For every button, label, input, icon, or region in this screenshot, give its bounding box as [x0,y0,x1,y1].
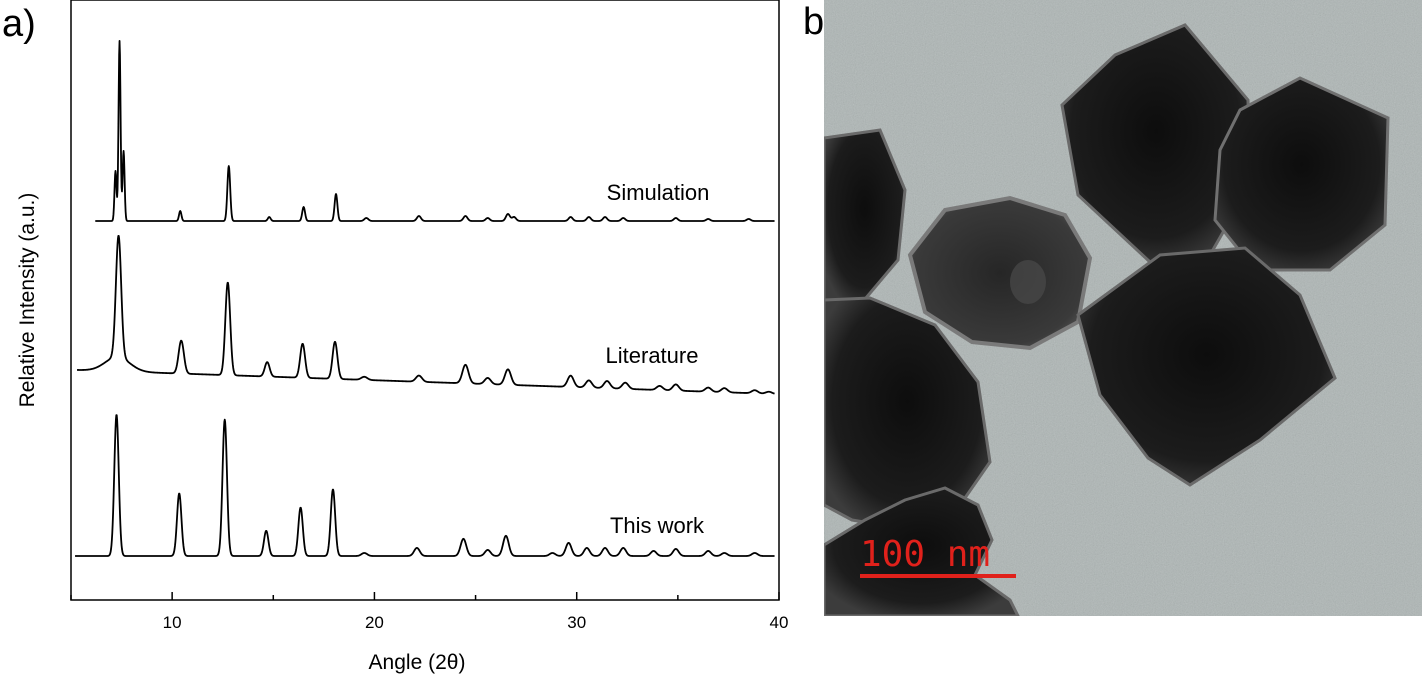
series-label-simulation: Simulation [607,180,710,205]
x-tick-label: 20 [365,613,384,632]
series-line-this-work [74,414,776,557]
series-traces [74,40,776,557]
series-line-literature [76,234,776,395]
particle-left-upper [824,128,907,307]
panel-a-label: a) [2,3,36,45]
particle-top-right [1213,76,1390,272]
y-axis-title: Relative Intensity (a.u.) [16,193,39,408]
plot-frame [70,0,780,601]
scale-bar [860,574,1016,578]
particle-left-lower [824,296,992,530]
series-label-this-work: This work [610,513,705,538]
series-labels: Simulation Literature This work [606,180,710,538]
particle-hexagon-center [907,195,1093,351]
series-line-simulation [94,40,776,222]
x-axis-title: Angle (2θ) [369,651,466,674]
x-axis-ticks: 10 20 30 40 [70,592,789,632]
xrd-chart: 10 20 30 40 Simulation Literature This work A… [16,0,788,674]
x-tick-label: 40 [770,613,789,632]
particle-hexagon-core [1010,260,1046,304]
series-label-literature: Literature [606,343,699,368]
x-tick-label: 30 [567,613,586,632]
particle-bottom-left [824,486,1020,616]
x-tick-label: 10 [163,613,182,632]
tem-micrograph [824,0,1422,616]
particle-lower-right [1076,246,1337,487]
scale-bar-label: 100 nm [860,534,990,575]
